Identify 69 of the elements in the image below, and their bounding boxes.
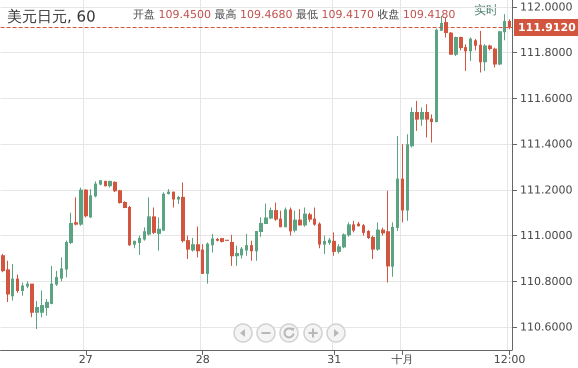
candlestick: [362, 224, 365, 236]
candlestick: [60, 256, 63, 282]
candlestick: [352, 220, 355, 233]
candlestick: [191, 237, 195, 252]
candlestick: [376, 222, 380, 252]
candlestick: [250, 240, 253, 262]
candlestick: [104, 180, 107, 187]
candlestick: [206, 242, 209, 284]
candlestick: [332, 232, 336, 256]
candlestick: [147, 196, 151, 236]
candlestick: [401, 144, 404, 223]
candlestick: [318, 222, 321, 249]
candlestick: [298, 208, 302, 226]
candlestick: [293, 210, 297, 233]
candlestick: [55, 270, 58, 286]
candlestick: [79, 187, 83, 226]
candlestick: [323, 235, 326, 254]
candlestick: [172, 190, 175, 208]
candlestick: [89, 188, 92, 219]
candlestick: [21, 282, 24, 296]
y-tick-label: 111.6000: [520, 92, 572, 105]
candlestick: [303, 206, 307, 228]
candlestick: [138, 235, 141, 256]
candlestick: [357, 221, 360, 227]
candlestick: [16, 274, 19, 294]
candlestick: [454, 36, 458, 57]
candlestick: [415, 100, 419, 132]
candlestick: [396, 135, 399, 232]
candlestick: [133, 240, 136, 249]
x-tick-label: 28: [196, 353, 210, 366]
y-tick-label: 111.2000: [520, 183, 572, 196]
text: 美元日元, 60: [7, 8, 96, 26]
candlestick: [167, 188, 170, 195]
y-tick-label: 111.8000: [520, 46, 572, 60]
candlestick: [235, 245, 239, 266]
candlestick: [94, 180, 97, 198]
candlestick: [74, 196, 78, 226]
candlestick: [152, 206, 156, 235]
candlestick: [245, 234, 248, 256]
candlestick: [177, 195, 180, 205]
candlestick: [99, 180, 102, 186]
candlestick: [474, 38, 477, 51]
candlestick: [483, 44, 487, 72]
y-tick-label: 110.8000: [520, 274, 572, 288]
candlestick: [328, 237, 331, 246]
y-tick-label: 110.6000: [520, 320, 572, 334]
candlestick: [11, 263, 14, 302]
y-tick-label: 111.4000: [520, 138, 572, 151]
candlestick: [84, 188, 88, 218]
candlestick: [479, 30, 482, 74]
candlestick: [469, 37, 472, 62]
y-tick-label: 112.0000: [520, 0, 572, 14]
candlestick: [420, 107, 424, 126]
x-tick-label: 27: [78, 353, 93, 366]
candlestick: [391, 222, 394, 278]
candlestick: [435, 28, 438, 123]
candlestick: [230, 234, 234, 266]
candlestick: [211, 234, 214, 254]
candlestick: [289, 206, 292, 236]
y-tick-label: 111.0000: [520, 229, 572, 242]
text: 开盘 109.4500 最高 109.4680 最低 109.4170 收盘 109.4180: [133, 8, 456, 21]
ref-line-label: 111.9120: [518, 20, 576, 34]
x-tick-label: 12:00: [494, 353, 526, 366]
candlestick: [30, 283, 34, 318]
candlestick: [26, 280, 29, 289]
x-tick-label: 31: [327, 353, 342, 366]
candlestick: [284, 206, 287, 228]
x-tick-label: 十月: [391, 353, 414, 366]
candlestick: [108, 180, 112, 188]
